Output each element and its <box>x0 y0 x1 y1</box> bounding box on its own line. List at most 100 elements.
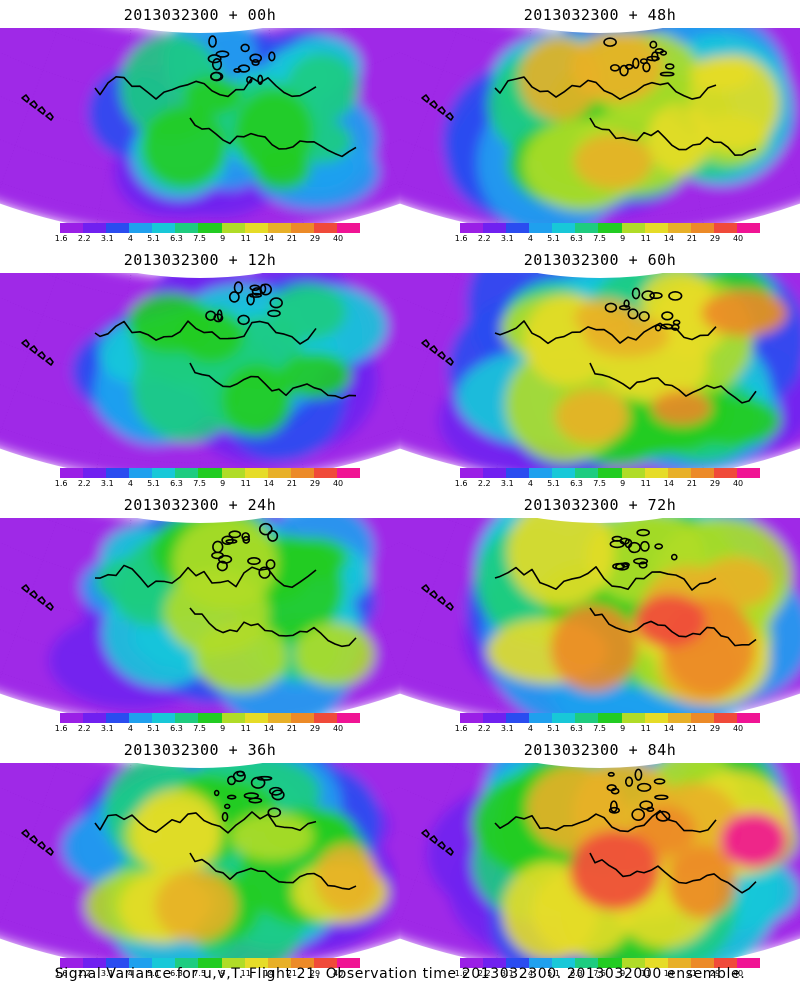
colorbar-label: 40 <box>332 724 344 733</box>
coastlines <box>421 37 757 156</box>
colorbar-swatch <box>713 223 737 233</box>
colorbar-swatch <box>483 468 507 478</box>
colorbar-swatch <box>690 713 714 723</box>
variance-map <box>400 273 800 473</box>
colorbar-label: 14 <box>263 969 274 978</box>
panel-title: 2013032300 + 24h <box>123 496 277 514</box>
map-panel: 2013032300 + 00h 1.6 2.2 3.1 4 5.1 6.3 7.5 9 11 14… <box>0 0 400 245</box>
colorbar-label: 14 <box>263 724 274 733</box>
variance-map <box>400 518 800 718</box>
colorbar-swatches <box>460 468 761 478</box>
panel-title: 2013032300 + 00h <box>123 6 277 24</box>
colorbar-swatch <box>267 958 291 968</box>
panel-title: 2013032300 + 84h <box>523 741 677 759</box>
colorbar-swatch <box>713 468 737 478</box>
colorbar-label: 9 <box>220 479 226 488</box>
colorbar-label: 14 <box>663 969 674 978</box>
colorbar-swatch <box>60 468 84 478</box>
coastlines <box>21 35 357 158</box>
colorbar-swatch <box>667 223 691 233</box>
colorbar-swatch <box>313 958 337 968</box>
colorbar-label: 3.1 <box>100 234 114 243</box>
colorbar-label: 7.5 <box>593 724 606 733</box>
colorbar-label: 3.1 <box>500 969 514 978</box>
colorbar-swatch <box>83 468 107 478</box>
colorbar-label: 9 <box>220 234 226 243</box>
colorbar-label: 29 <box>709 969 721 978</box>
colorbar-label: 29 <box>309 724 321 733</box>
colorbar-swatch <box>198 468 222 478</box>
colorbar-swatch <box>667 713 691 723</box>
colorbar-label: 14 <box>263 479 274 488</box>
colorbar-swatch <box>667 958 691 968</box>
colorbar-labels: 1.6 2.2 3.1 4 5.1 6.3 7.5 9 11 14 21 29 40 <box>455 724 760 734</box>
colorbar-label: 5.1 <box>547 234 560 243</box>
colorbar-swatch <box>529 713 553 723</box>
colorbar-swatch <box>244 468 268 478</box>
colorbar-label: 7.5 <box>193 724 206 733</box>
colorbar-swatch <box>529 223 553 233</box>
colorbar-label: 29 <box>709 234 721 243</box>
colorbar-label: 6.3 <box>170 969 183 978</box>
variance-field <box>400 763 800 963</box>
colorbar-swatch <box>460 958 484 968</box>
variance-map <box>0 518 400 718</box>
colorbar-label: 40 <box>732 234 744 243</box>
colorbar-swatch <box>598 468 622 478</box>
colorbar-label: 3.1 <box>500 234 514 243</box>
colorbar-swatch <box>221 958 245 968</box>
colorbar-label: 40 <box>332 969 344 978</box>
colorbar-swatches <box>60 713 361 723</box>
colorbar-label: 7.5 <box>593 479 606 488</box>
variance-map <box>0 763 400 963</box>
colorbar-label: 4 <box>527 969 533 978</box>
colorbar: 1.6 2.2 3.1 4 5.1 6.3 7.5 9 11 14 21 29 40 <box>455 958 761 980</box>
colorbar-swatches <box>460 958 761 968</box>
colorbar-label: 4 <box>127 234 133 243</box>
colorbar-label: 5.1 <box>147 234 160 243</box>
colorbar-swatch <box>290 223 314 233</box>
colorbar-label: 40 <box>732 479 744 488</box>
colorbar-label: 2.2 <box>77 724 91 733</box>
colorbar-label: 6.3 <box>570 969 583 978</box>
colorbar-swatch <box>152 468 176 478</box>
colorbar-label: 5.1 <box>547 479 560 488</box>
colorbar-swatch <box>575 958 599 968</box>
colorbar-label: 14 <box>663 234 674 243</box>
colorbar-label: 9 <box>620 234 626 243</box>
colorbar-swatch <box>244 958 268 968</box>
colorbar-swatch <box>483 223 507 233</box>
colorbar-swatch <box>644 958 668 968</box>
colorbar-swatch <box>713 958 737 968</box>
colorbar-label: 9 <box>620 724 626 733</box>
colorbar-label: 21 <box>286 969 298 978</box>
colorbar-label: 5.1 <box>547 724 560 733</box>
panel-title: 2013032300 + 12h <box>123 251 277 269</box>
colorbar-label: 7.5 <box>593 234 606 243</box>
colorbar-label: 5.1 <box>147 969 160 978</box>
colorbar-label: 4 <box>127 479 133 488</box>
colorbar-label: 4 <box>527 234 533 243</box>
colorbar-swatch <box>644 468 668 478</box>
colorbar-label: 9 <box>220 969 226 978</box>
colorbar-label: 29 <box>709 724 721 733</box>
colorbar-label: 5.1 <box>147 724 160 733</box>
colorbar-label: 11 <box>240 724 251 733</box>
colorbar: 1.6 2.2 3.1 4 5.1 6.3 7.5 9 11 14 21 29 40 <box>455 223 761 245</box>
colorbar-label: 40 <box>732 724 744 733</box>
colorbar-swatch <box>175 468 199 478</box>
colorbar-swatch <box>690 468 714 478</box>
colorbar-swatches <box>60 468 361 478</box>
colorbar-label: 40 <box>332 479 344 488</box>
colorbar-swatch <box>221 713 245 723</box>
colorbar-swatch <box>129 958 153 968</box>
panel-title: 2013032300 + 36h <box>123 741 277 759</box>
colorbar-label: 6.3 <box>570 479 583 488</box>
colorbar-label: 7.5 <box>193 969 206 978</box>
colorbar-label: 11 <box>240 479 251 488</box>
panel-title: 2013032300 + 72h <box>523 496 677 514</box>
colorbar-swatch <box>736 958 761 968</box>
colorbar-label: 21 <box>286 234 298 243</box>
colorbar-labels: 1.6 2.2 3.1 4 5.1 6.3 7.5 9 11 14 21 29 40 <box>55 969 360 979</box>
colorbar-swatch <box>690 958 714 968</box>
